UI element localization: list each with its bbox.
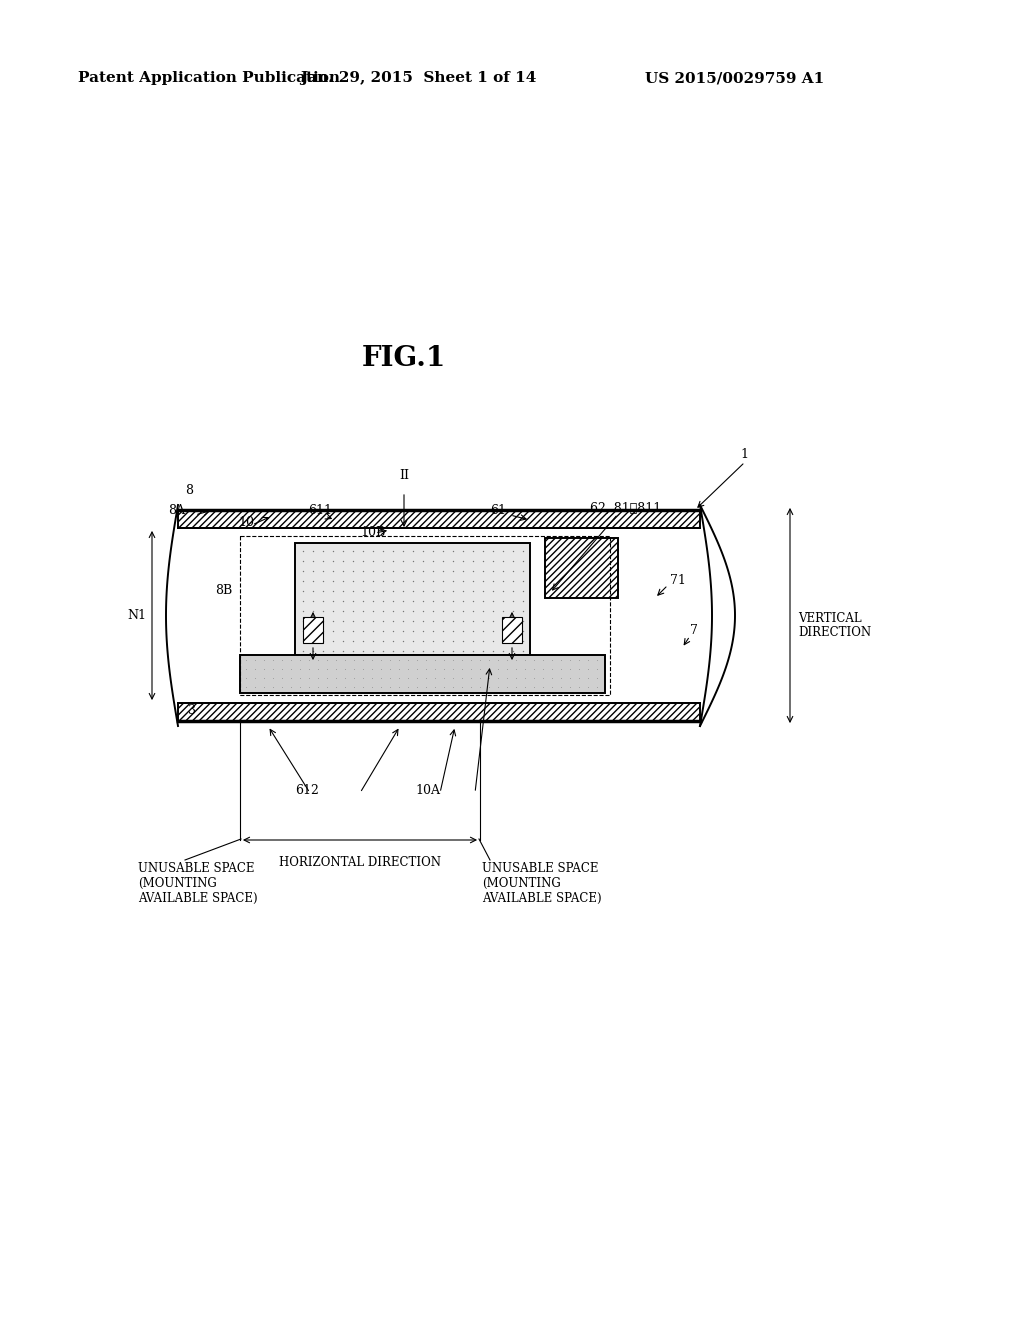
- Bar: [178, 510, 700, 528]
- Bar: [178, 704, 700, 721]
- Bar: [240, 536, 610, 696]
- Text: 8B: 8B: [215, 583, 232, 597]
- Text: 612: 612: [295, 784, 318, 796]
- Bar: [240, 655, 605, 693]
- Text: FIG.1: FIG.1: [361, 345, 446, 371]
- Text: 1: 1: [740, 449, 748, 462]
- Text: UNUSABLE SPACE
(MOUNTING
AVAILABLE SPACE): UNUSABLE SPACE (MOUNTING AVAILABLE SPACE…: [138, 862, 258, 906]
- Bar: [303, 616, 323, 643]
- Text: Jan. 29, 2015  Sheet 1 of 14: Jan. 29, 2015 Sheet 1 of 14: [300, 71, 537, 84]
- Text: UNUSABLE SPACE
(MOUNTING
AVAILABLE SPACE): UNUSABLE SPACE (MOUNTING AVAILABLE SPACE…: [482, 862, 602, 906]
- Bar: [295, 543, 530, 655]
- Text: 611: 611: [308, 503, 332, 516]
- Text: II: II: [399, 469, 409, 482]
- Text: 71: 71: [670, 573, 686, 586]
- Text: Patent Application Publication: Patent Application Publication: [78, 71, 340, 84]
- Text: 3: 3: [188, 704, 196, 717]
- Text: 61: 61: [490, 503, 506, 516]
- Text: 8A: 8A: [168, 503, 185, 516]
- Bar: [545, 539, 618, 598]
- Text: 8: 8: [185, 483, 193, 496]
- Text: US 2015/0029759 A1: US 2015/0029759 A1: [645, 71, 824, 84]
- Text: N1: N1: [127, 609, 146, 622]
- Text: 10B: 10B: [360, 525, 385, 539]
- Text: 7: 7: [690, 623, 698, 636]
- Text: HORIZONTAL DIRECTION: HORIZONTAL DIRECTION: [279, 855, 441, 869]
- Bar: [502, 616, 522, 643]
- Text: 10: 10: [238, 516, 254, 529]
- Text: 10A: 10A: [415, 784, 440, 796]
- Text: VERTICAL
DIRECTION: VERTICAL DIRECTION: [798, 611, 871, 639]
- Text: 62, 81、811: 62, 81、811: [590, 502, 662, 515]
